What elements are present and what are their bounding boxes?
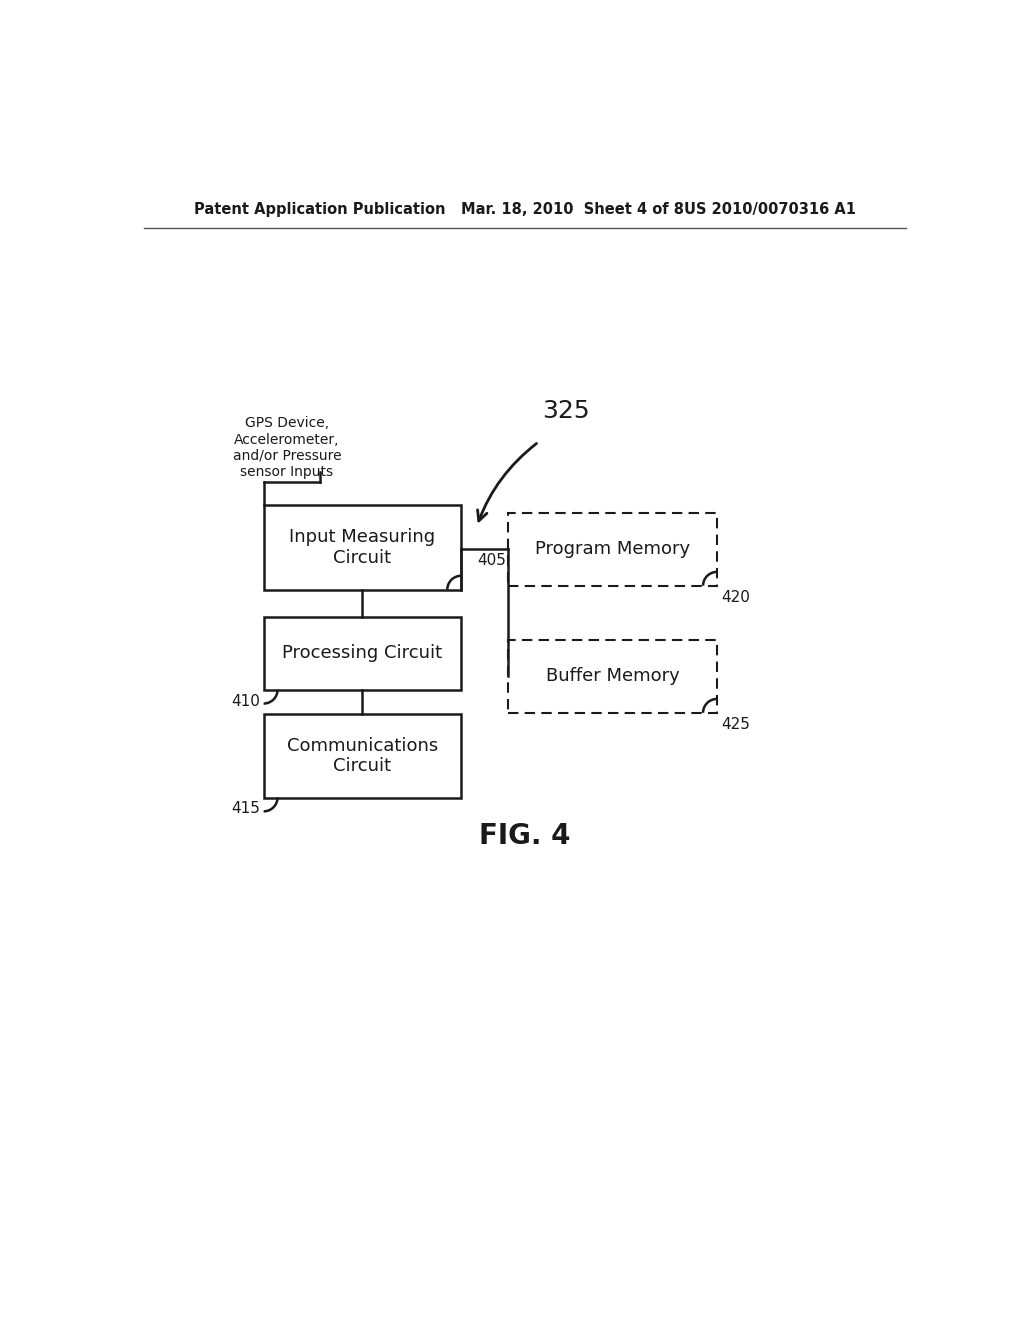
Text: Buffer Memory: Buffer Memory: [546, 667, 679, 685]
Text: Communications
Circuit: Communications Circuit: [287, 737, 438, 775]
Bar: [508, 512, 717, 586]
Text: 410: 410: [230, 693, 260, 709]
Bar: [263, 616, 461, 689]
Text: US 2010/0070316 A1: US 2010/0070316 A1: [684, 202, 856, 218]
Text: 425: 425: [721, 717, 750, 731]
Text: 405: 405: [477, 553, 506, 568]
Text: Mar. 18, 2010  Sheet 4 of 8: Mar. 18, 2010 Sheet 4 of 8: [461, 202, 684, 218]
Bar: [508, 640, 717, 713]
Text: 325: 325: [543, 399, 590, 422]
Text: 415: 415: [230, 801, 260, 816]
Text: Patent Application Publication: Patent Application Publication: [194, 202, 445, 218]
Text: 420: 420: [721, 590, 750, 605]
Bar: [263, 714, 461, 797]
Text: GPS Device,
Accelerometer,
and/or Pressure
sensor Inputs: GPS Device, Accelerometer, and/or Pressu…: [232, 416, 341, 479]
Text: Program Memory: Program Memory: [535, 540, 690, 558]
Text: Input Measuring
Circuit: Input Measuring Circuit: [290, 528, 435, 566]
Text: FIG. 4: FIG. 4: [479, 822, 570, 850]
Text: Processing Circuit: Processing Circuit: [283, 644, 442, 663]
Bar: [263, 506, 461, 590]
